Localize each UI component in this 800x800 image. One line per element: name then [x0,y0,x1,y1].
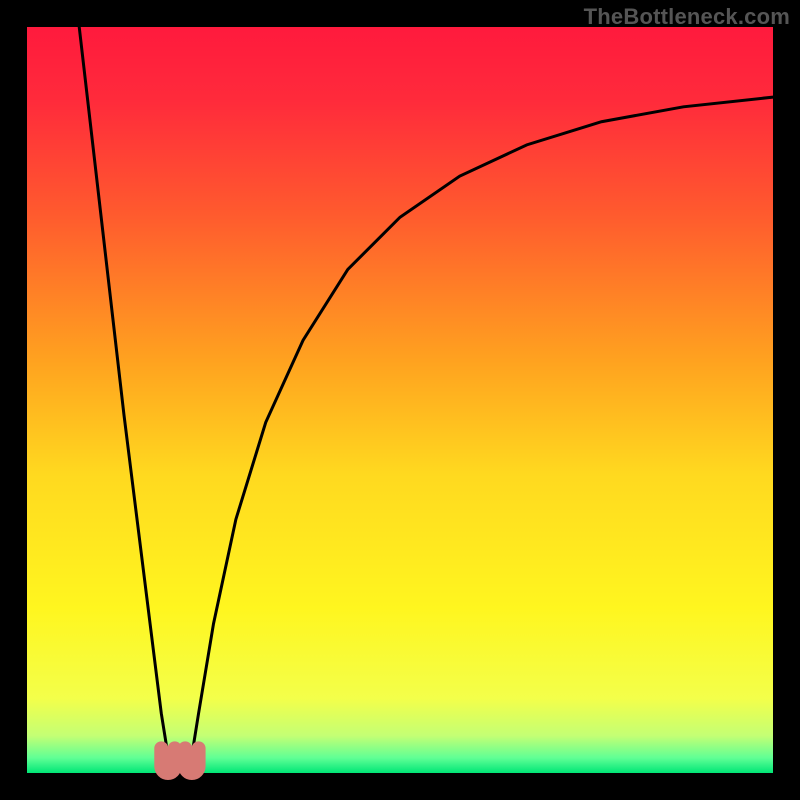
dip-marker-nub [161,748,174,773]
chart-svg [0,0,800,800]
chart-container: TheBottleneck.com [0,0,800,800]
chart-background [27,27,773,773]
watermark-text: TheBottleneck.com [584,4,790,30]
dip-marker-nub [185,748,198,773]
